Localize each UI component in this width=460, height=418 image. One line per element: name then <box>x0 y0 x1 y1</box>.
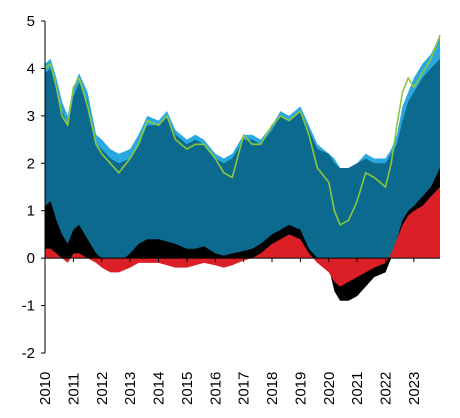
y-tick-label: 5 <box>27 13 35 30</box>
y-tick-label: 0 <box>27 250 35 267</box>
y-tick-label: -1 <box>22 298 35 315</box>
x-tick-label: 2012 <box>94 372 111 405</box>
y-tick-label: 1 <box>27 203 35 220</box>
y-tick-label: 4 <box>27 60 35 77</box>
x-tick-label: 2014 <box>151 372 168 405</box>
line-series <box>44 34 441 226</box>
x-tick-label: 2023 <box>406 372 423 405</box>
x-tick-label: 2020 <box>321 372 338 405</box>
y-tick-label: -2 <box>22 345 35 362</box>
x-tick-label: 2018 <box>264 372 281 405</box>
x-tick-label: 2017 <box>236 372 253 405</box>
series-layer <box>44 34 441 301</box>
x-tick-label: 2019 <box>292 372 309 405</box>
x-tick-label: 2015 <box>179 372 196 405</box>
main-area-area <box>45 58 440 259</box>
x-tick-label: 2011 <box>65 373 82 405</box>
red-component-area <box>45 187 440 287</box>
axes <box>41 20 440 354</box>
x-tick-label: 2021 <box>349 372 366 405</box>
x-tick-label: 2022 <box>378 372 395 405</box>
x-tick-label: 2010 <box>37 372 54 405</box>
x-tick-label: 2016 <box>207 372 224 405</box>
y-tick-label: 2 <box>27 155 35 172</box>
y-tick-label: 3 <box>27 108 35 125</box>
x-tick-label: 2013 <box>122 372 139 405</box>
